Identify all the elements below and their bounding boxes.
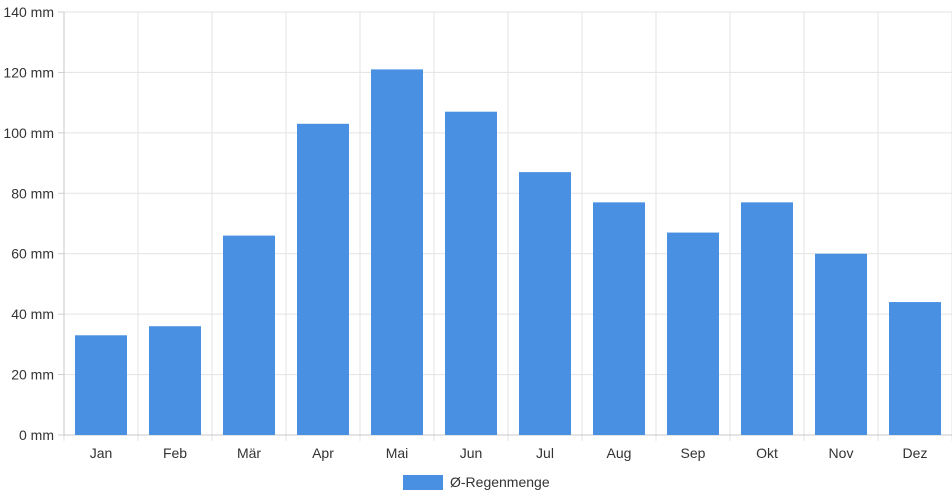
bar-Sep[interactable] — [667, 232, 719, 435]
x-tick-label: Feb — [163, 445, 187, 461]
x-tick-label: Aug — [607, 445, 632, 461]
axes — [58, 11, 952, 436]
bar-Nov[interactable] — [815, 253, 867, 435]
legend-swatch[interactable] — [403, 475, 443, 490]
legend[interactable]: Ø-Regenmenge — [403, 474, 550, 490]
y-axis-tick-labels: 0 mm 20 mm 40 mm 60 mm 80 mm 100 mm 120 mm 140 … — [3, 4, 54, 443]
y-tick-label: 80 mm — [11, 185, 54, 201]
x-tick-label: Jun — [460, 445, 483, 461]
bar-Okt[interactable] — [741, 202, 793, 435]
x-tick-label: Mai — [386, 445, 409, 461]
bar-series — [75, 69, 941, 436]
x-tick-label: Jan — [90, 445, 113, 461]
x-tick-label: Okt — [756, 445, 778, 461]
bar-Mär[interactable] — [223, 235, 275, 435]
y-tick-label: 40 mm — [11, 306, 54, 322]
bar-Mai[interactable] — [371, 69, 423, 436]
bar-Jul[interactable] — [519, 172, 571, 435]
y-tick-label: 0 mm — [19, 427, 54, 443]
bar-Jan[interactable] — [75, 335, 127, 435]
x-tick-label: Dez — [903, 445, 928, 461]
y-tick-label: 100 mm — [3, 125, 54, 141]
x-tick-label: Sep — [681, 445, 706, 461]
bar-Apr[interactable] — [297, 123, 349, 436]
x-tick-label: Nov — [829, 445, 854, 461]
x-tick-label: Jul — [536, 445, 554, 461]
bar-Jun[interactable] — [445, 111, 497, 435]
x-axis-tick-labels: Jan Feb Mär Apr Mai Jun Jul Aug Sep Okt Nov Dez — [90, 445, 928, 461]
bar-Dez[interactable] — [889, 302, 941, 435]
legend-label[interactable]: Ø-Regenmenge — [450, 474, 550, 490]
grid-lines — [63, 11, 952, 441]
y-tick-label: 120 mm — [3, 64, 54, 80]
y-tick-label: 60 mm — [11, 246, 54, 262]
x-tick-label: Mär — [237, 445, 261, 461]
bar-Aug[interactable] — [593, 202, 645, 435]
y-tick-label: 140 mm — [3, 4, 54, 20]
bar-Feb[interactable] — [149, 326, 201, 435]
y-tick-label: 20 mm — [11, 367, 54, 383]
x-tick-label: Apr — [312, 445, 334, 461]
